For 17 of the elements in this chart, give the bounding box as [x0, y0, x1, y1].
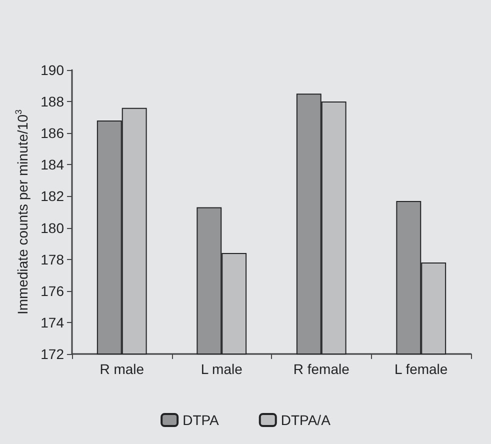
y-tick-label: 178 [40, 251, 64, 268]
y-tick-label: 172 [40, 346, 64, 362]
y-tick-label: 182 [40, 188, 64, 204]
x-tick-label: R male [100, 361, 144, 377]
legend-label: DTPA/A [280, 412, 332, 428]
y-tick-label: 180 [40, 220, 64, 236]
y-tick-label: 190 [40, 62, 64, 78]
x-tick-label: L female [394, 361, 448, 377]
y-axis-title: Immediate counts per minute/103 [14, 109, 31, 315]
y-tick-label: 174 [40, 314, 64, 330]
legend-label: DTPA [182, 412, 220, 428]
y-tick-label: 188 [40, 94, 64, 110]
x-tick-label: L male [200, 361, 243, 377]
y-tick-label: 186 [40, 125, 64, 142]
y-tick-label: 176 [40, 282, 64, 299]
x-tick-label: R female [293, 361, 350, 377]
y-tick-label: 184 [40, 156, 64, 173]
